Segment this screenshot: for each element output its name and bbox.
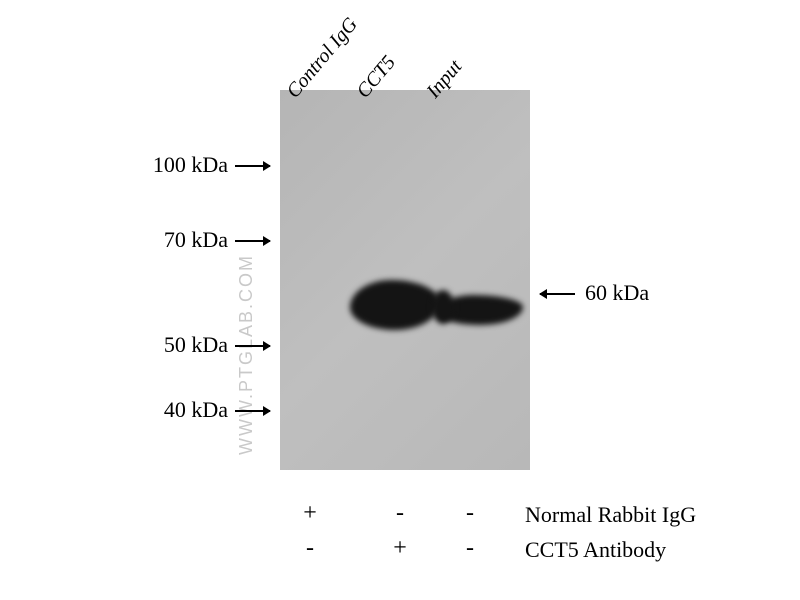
cell-r1-c0: - [298,535,322,562]
watermark-text: WWW.PTGLAB.COM [236,254,257,455]
mw-arrow-2 [235,345,270,347]
row-label-0: Normal Rabbit IgG [525,502,696,528]
target-label: 60 kDa [585,280,649,306]
mw-label-3: 40 kDa [164,397,228,423]
cell-r1-c2: - [458,535,482,562]
mw-label-1: 70 kDa [164,227,228,253]
mw-label-2: 50 kDa [164,332,228,358]
cell-r1-c1: + [388,535,412,562]
cell-r0-c2: - [458,500,482,527]
mw-arrow-3 [235,410,270,412]
band-2 [432,290,454,324]
mw-arrow-1 [235,240,270,242]
cell-r0-c0: + [298,500,322,527]
mw-label-0: 100 kDa [153,152,228,178]
cell-r0-c1: - [388,500,412,527]
target-arrow [540,293,575,295]
figure-container: WWW.PTGLAB.COM Control IgG CCT5 Input 10… [0,0,800,600]
mw-arrow-0 [235,165,270,167]
row-label-1: CCT5 Antibody [525,537,666,563]
